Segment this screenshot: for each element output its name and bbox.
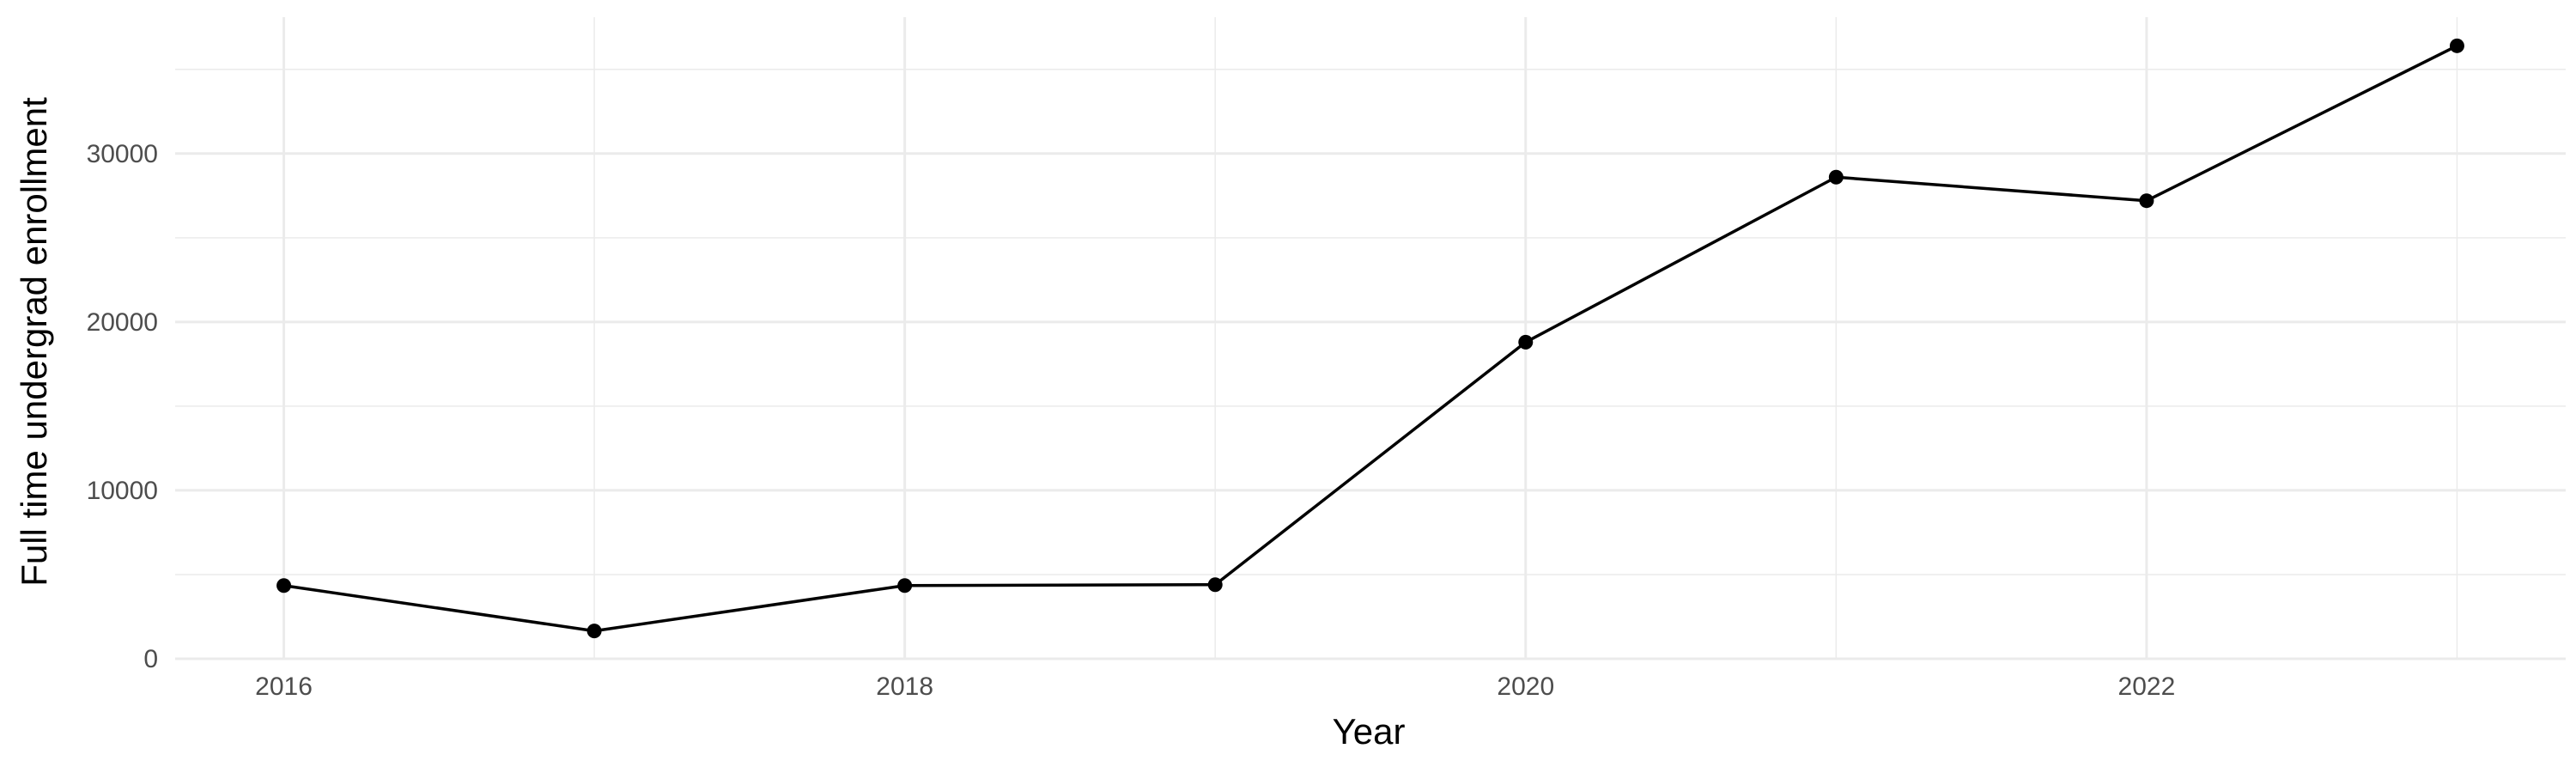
- y-axis-ticks: 0 10000 20000 30000: [87, 140, 158, 673]
- y-tick-label: 10000: [87, 477, 158, 505]
- x-axis-title: Year: [1333, 711, 1406, 752]
- x-tick-label: 2018: [876, 673, 933, 701]
- series: [276, 38, 2464, 639]
- data-point: [2449, 38, 2464, 53]
- x-axis-ticks: 2016 2018 2020 2022: [255, 673, 2175, 701]
- x-tick-label: 2016: [255, 673, 313, 701]
- y-tick-label: 20000: [87, 308, 158, 337]
- x-tick-label: 2022: [2118, 673, 2176, 701]
- series-line: [283, 44, 2458, 633]
- y-tick-label: 30000: [87, 140, 158, 168]
- data-point: [276, 578, 292, 593]
- data-point: [1828, 169, 1844, 185]
- gridlines: [175, 17, 2566, 660]
- data-point: [586, 624, 602, 639]
- data-point: [1207, 577, 1223, 593]
- data-point: [897, 578, 913, 593]
- x-tick-label: 2020: [1497, 673, 1554, 701]
- data-point: [1518, 334, 1534, 350]
- y-tick-label: 0: [143, 645, 158, 673]
- data-point: [2139, 193, 2154, 209]
- y-axis-title: Full time undergrad enrollment: [14, 97, 54, 587]
